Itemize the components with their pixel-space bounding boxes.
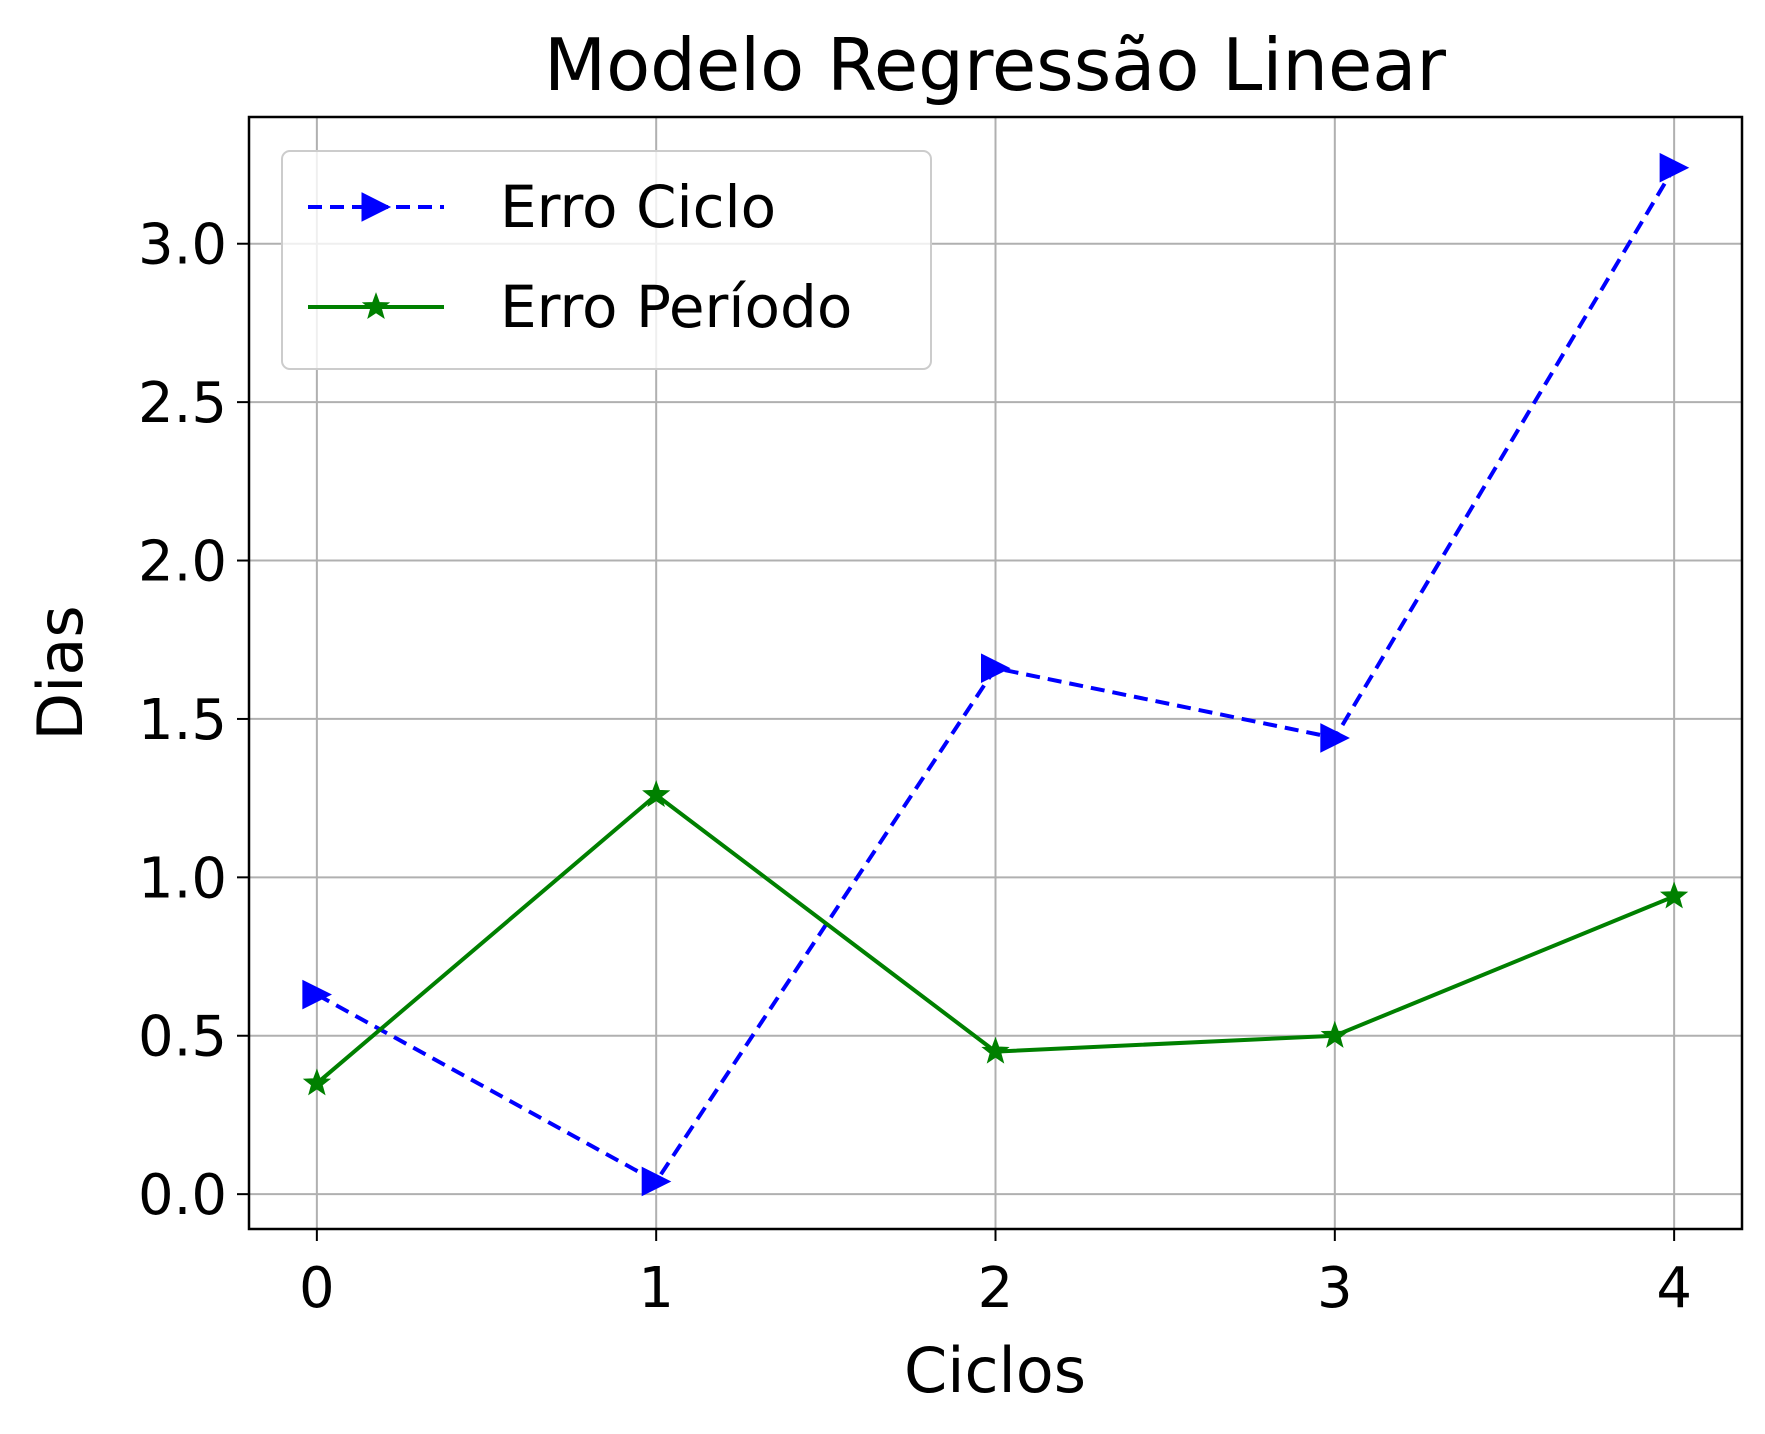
axis-ticks: 0 1 2 3 4 0.0 0.5 1.0 1.5 2.0 2.5 3.0: [138, 213, 1692, 1321]
y-tick-label: 0.0: [138, 1163, 227, 1228]
y-tick-label: 2.5: [138, 371, 227, 436]
x-tick-label: 1: [638, 1256, 674, 1321]
erro-periodo-point: [1659, 881, 1689, 909]
legend-label-erro-ciclo: Erro Ciclo: [500, 173, 776, 241]
erro-ciclo-point: [641, 1166, 672, 1197]
erro-periodo-point: [642, 780, 671, 808]
x-tick-label: 3: [1317, 1256, 1353, 1321]
x-tick-label: 4: [1656, 1256, 1692, 1321]
chart-title: Modelo Regressão Linear: [544, 23, 1446, 107]
y-tick-label: 1.0: [138, 846, 227, 911]
erro-periodo-point: [981, 1036, 1010, 1064]
erro-ciclo-point: [1659, 152, 1690, 183]
x-tick-label: 2: [978, 1256, 1014, 1321]
y-axis-label: Dias: [24, 605, 97, 740]
erro-periodo-point: [302, 1068, 332, 1096]
legend-box: [281, 150, 932, 370]
y-tick-label: 2.0: [138, 530, 227, 595]
plot-series: [302, 152, 1690, 1197]
x-tick-label: 0: [299, 1256, 335, 1321]
y-tick-label: 3.0: [138, 213, 227, 278]
y-tick-label: 0.5: [138, 1005, 227, 1070]
y-tick-label: 1.5: [138, 688, 227, 753]
legend: Erro Ciclo Erro Período: [281, 150, 932, 370]
legend-marker-erro-periodo: [361, 292, 391, 320]
x-axis-label: Ciclos: [904, 1334, 1086, 1407]
erro-ciclo-point: [1320, 723, 1350, 753]
erro-periodo-point: [1320, 1020, 1349, 1048]
erro-ciclo-point: [981, 653, 1011, 684]
legend-marker-erro-ciclo: [361, 192, 392, 222]
erro-ciclo-point: [302, 979, 332, 1010]
legend-label-erro-periodo: Erro Período: [500, 273, 852, 341]
